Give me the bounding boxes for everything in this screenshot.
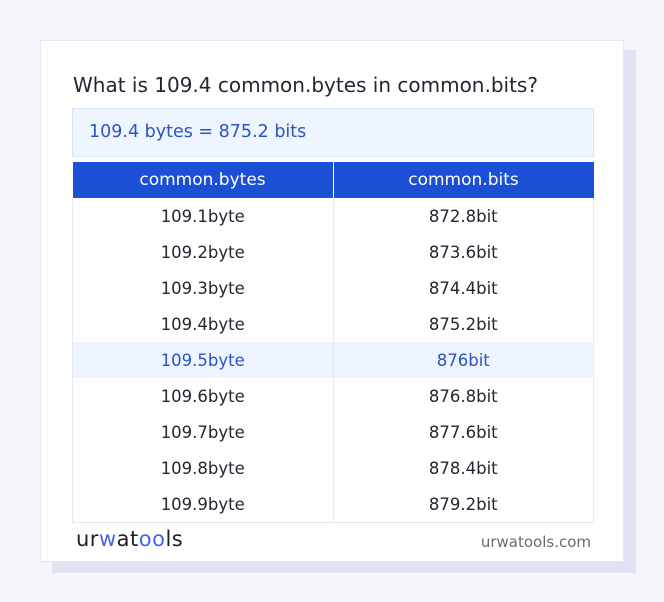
- table-row: 109.5byte 876bit: [72, 342, 594, 378]
- column-header-bits: common.bits: [332, 162, 594, 198]
- table-row: 109.1byte 872.8bit: [72, 198, 594, 234]
- urwatools-logo: urwatools: [76, 527, 184, 551]
- bits-cell: 876bit: [332, 342, 594, 378]
- bytes-cell: 109.5byte: [72, 342, 334, 378]
- bytes-cell: 109.9byte: [72, 486, 334, 523]
- page-title: What is 109.4 common.bytes in common.bit…: [73, 73, 538, 97]
- table-row: 109.6byte 876.8bit: [72, 378, 594, 414]
- bits-cell: 875.2bit: [332, 306, 594, 342]
- bytes-cell: 109.4byte: [72, 306, 334, 342]
- table-row: 109.3byte 874.4bit: [72, 270, 594, 306]
- bytes-cell: 109.3byte: [72, 270, 334, 306]
- bits-cell: 872.8bit: [332, 198, 594, 234]
- conversion-table: common.bytes common.bits 109.1byte 872.8b…: [72, 162, 594, 523]
- table-row: 109.8byte 878.4bit: [72, 450, 594, 486]
- bytes-cell: 109.1byte: [72, 198, 334, 234]
- table-row: 109.7byte 877.6bit: [72, 414, 594, 450]
- column-header-bytes: common.bytes: [72, 162, 333, 198]
- bytes-cell: 109.7byte: [72, 414, 334, 450]
- site-url[interactable]: urwatools.com: [480, 533, 591, 551]
- bits-cell: 879.2bit: [332, 486, 594, 523]
- result-box: 109.4 bytes = 875.2 bits: [72, 108, 594, 157]
- bits-cell: 876.8bit: [332, 378, 594, 414]
- table-row: 109.4byte 875.2bit: [72, 306, 594, 342]
- bits-cell: 877.6bit: [332, 414, 594, 450]
- bytes-cell: 109.2byte: [72, 234, 334, 270]
- bits-cell: 878.4bit: [332, 450, 594, 486]
- bytes-cell: 109.8byte: [72, 450, 334, 486]
- converter-card: What is 109.4 common.bytes in common.bit…: [40, 40, 624, 562]
- bytes-cell: 109.6byte: [72, 378, 334, 414]
- table-row: 109.2byte 873.6bit: [72, 234, 594, 270]
- bits-cell: 873.6bit: [332, 234, 594, 270]
- table-row: 109.9byte 879.2bit: [72, 486, 594, 523]
- bits-cell: 874.4bit: [332, 270, 594, 306]
